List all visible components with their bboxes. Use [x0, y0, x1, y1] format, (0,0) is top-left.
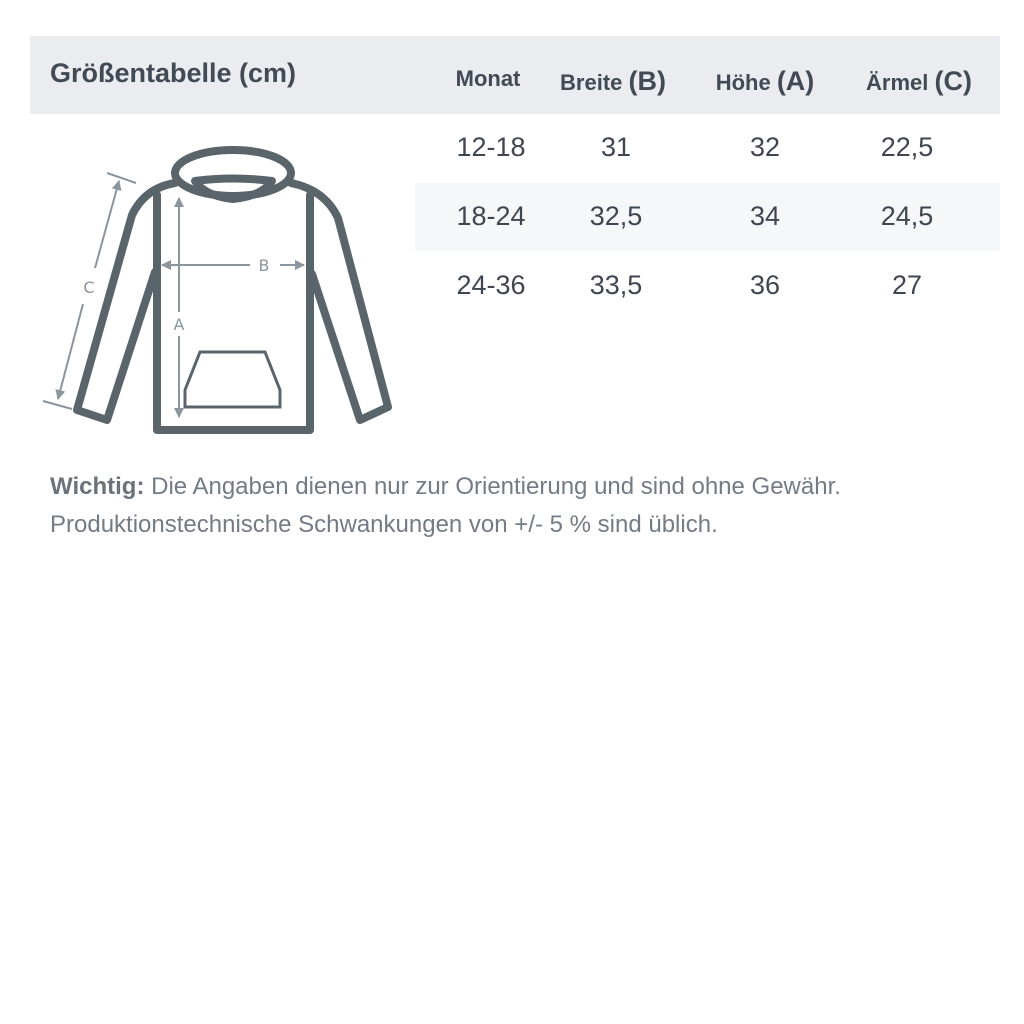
cell-width: 31	[600, 132, 632, 162]
cell-month: 24-36	[456, 270, 526, 300]
hoodie-outline	[73, 146, 392, 434]
sleeve-arrow-up	[94, 180, 122, 269]
note-line-1: Die Angaben dienen nur zur Orientierung …	[144, 473, 841, 500]
sleeve-tick-bottom	[42, 400, 73, 410]
column-header-sleeve: Ärmel (C)	[866, 66, 972, 96]
table-row: 24-36 33,5 36 27	[415, 252, 1000, 320]
hoodie-diagram: A B C	[42, 146, 392, 434]
cell-sleeve: 24,5	[880, 201, 934, 231]
measurement-lines	[42, 172, 305, 418]
note-line-2: Produktionstechnische Schwankungen von +…	[50, 511, 718, 538]
cell-month: 12-18	[456, 132, 526, 162]
label-a: A	[174, 315, 185, 334]
column-header-height: Höhe (A)	[715, 66, 815, 96]
cell-width: 32,5	[589, 201, 643, 231]
cell-width: 33,5	[589, 270, 643, 300]
cell-height: 36	[749, 270, 781, 300]
note-label: Wichtig:	[50, 473, 145, 500]
cell-month: 18-24	[456, 201, 526, 231]
column-header-month: Monat	[455, 66, 521, 91]
cell-height: 32	[749, 132, 781, 162]
disclaimer-note: Wichtig: Die Angaben dienen nur zur Orie…	[50, 468, 841, 544]
page-title: Größentabelle (cm)	[50, 58, 297, 88]
cell-sleeve: 22,5	[880, 132, 934, 162]
sleeve-arrow-down	[55, 303, 84, 400]
pocket	[183, 350, 282, 409]
cell-sleeve: 27	[891, 270, 923, 300]
sleeve-tick-top	[106, 172, 137, 184]
column-header-width: Breite (B)	[560, 66, 666, 96]
table-row: 18-24 32,5 34 24,5	[415, 183, 1000, 251]
table-header: Größentabelle (cm) Monat Breite (B) Höhe…	[30, 36, 1000, 114]
label-c: C	[83, 278, 94, 297]
table-row: 12-18 31 32 22,5	[415, 114, 1000, 182]
label-b: B	[259, 256, 270, 275]
cell-height: 34	[749, 201, 781, 231]
